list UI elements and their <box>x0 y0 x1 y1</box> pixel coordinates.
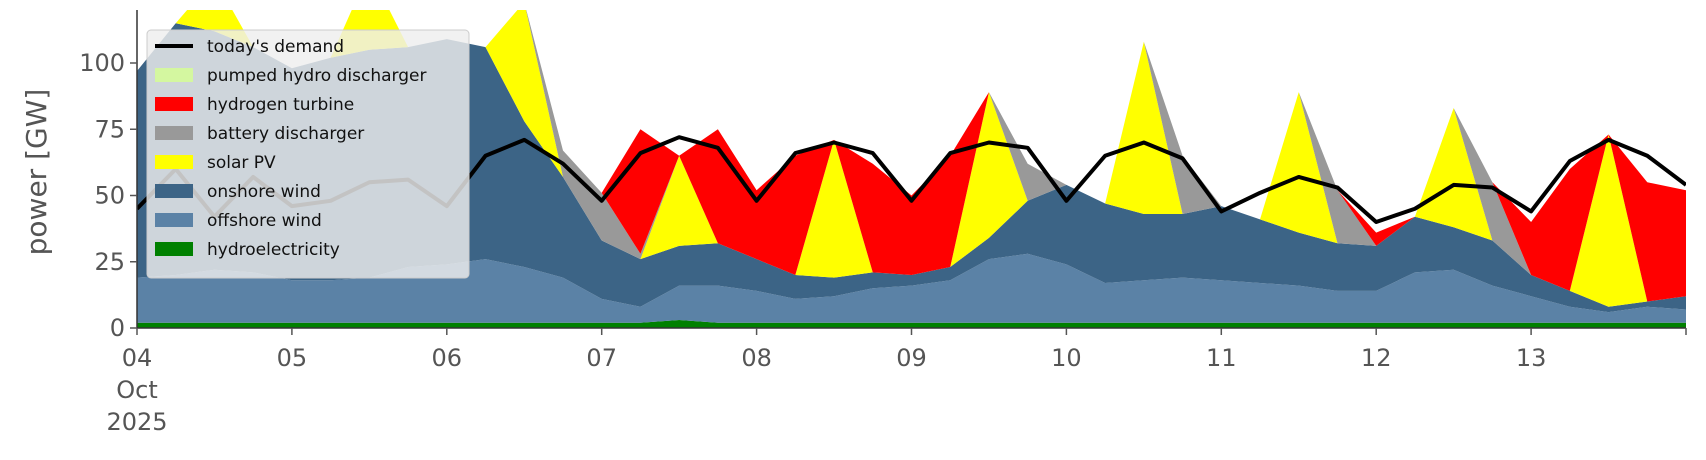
legend-label: solar PV <box>207 153 276 173</box>
legend-swatch <box>155 184 193 198</box>
x-tick-label: 12 <box>1361 344 1392 372</box>
stacked-areas <box>137 10 1686 328</box>
legend-label: onshore wind <box>207 182 321 202</box>
legend-label: offshore wind <box>207 211 322 231</box>
legend-swatch <box>155 97 193 111</box>
area-hydrogen-turbine <box>137 10 1686 302</box>
y-tick-label: 50 <box>94 182 125 210</box>
x-tick-label: 08 <box>741 344 772 372</box>
legend-swatch <box>155 155 193 169</box>
area-solar-pv <box>137 10 1686 307</box>
y-tick-label: 100 <box>79 49 125 77</box>
legend-swatch <box>155 242 193 256</box>
y-tick-label: 75 <box>94 115 125 143</box>
x-tick-label: 07 <box>586 344 617 372</box>
y-tick-label: 0 <box>110 314 125 342</box>
legend-label: battery discharger <box>207 124 364 144</box>
y-axis-title: power [GW] <box>20 89 53 256</box>
legend-label: hydrogen turbine <box>207 95 354 115</box>
legend-swatch <box>155 68 193 82</box>
x-tick-label: 06 <box>432 344 463 372</box>
legend-label: hydroelectricity <box>207 240 340 260</box>
y-tick-label: 25 <box>94 248 125 276</box>
x-tick-label: 10 <box>1051 344 1082 372</box>
area-onshore-wind <box>137 23 1686 313</box>
legend-label: today's demand <box>207 37 344 57</box>
area-offshore-wind <box>137 253 1686 323</box>
x-tick-label: 05 <box>277 344 308 372</box>
axes: 0 25 50 75 100 04 Oct 2025 05 06 07 08 09 10 11 12 13 <box>79 10 1687 436</box>
area-hydroelectricity <box>137 320 1686 328</box>
x-tick-label: 13 <box>1516 344 1547 372</box>
x-tick-label: 04 <box>122 344 153 372</box>
legend: today's demand pumped hydro discharger hyd… <box>146 29 470 279</box>
legend-label: pumped hydro discharger <box>207 66 426 86</box>
x-tick-sublabel: Oct <box>116 376 158 404</box>
legend-swatch <box>155 126 193 140</box>
x-tick-sublabel: 2025 <box>106 408 167 436</box>
legend-swatch <box>155 213 193 227</box>
legend-frame <box>146 29 470 279</box>
x-tick-label: 09 <box>896 344 927 372</box>
x-tick-label: 11 <box>1206 344 1237 372</box>
